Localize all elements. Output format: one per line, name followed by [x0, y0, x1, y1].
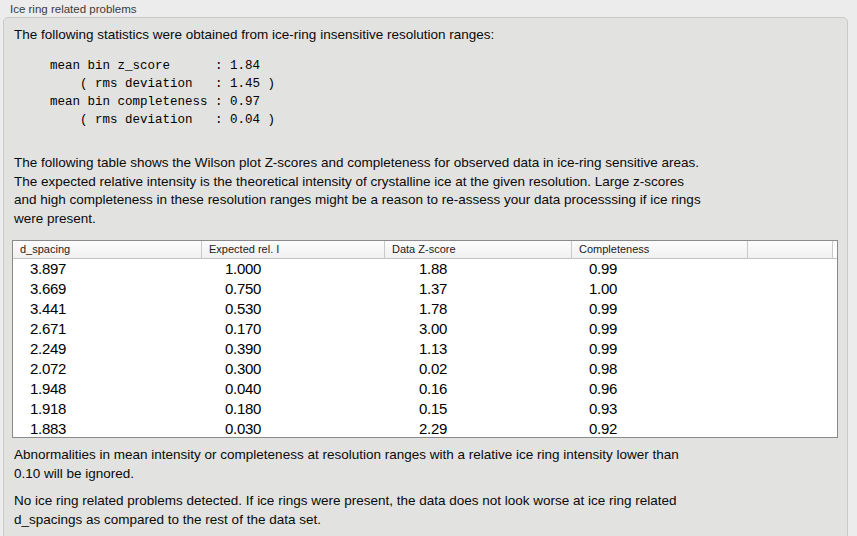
cell-empty: [748, 419, 833, 438]
ice-ring-table: d_spacing Expected rel. I Data Z-score C…: [12, 240, 838, 438]
table-row[interactable]: 1.883 0.030 2.29 0.92: [13, 419, 837, 438]
cell-completeness: 1.00: [572, 279, 748, 299]
cell-empty: [748, 279, 833, 299]
cell-filler: [833, 259, 837, 279]
cell-data-z-score: 1.13: [385, 339, 572, 359]
cell-data-z-score: 0.02: [385, 359, 572, 379]
cell-filler: [833, 379, 837, 399]
cell-d-spacing: 2.072: [13, 359, 202, 379]
table-row[interactable]: 3.441 0.530 1.78 0.99: [13, 299, 837, 319]
cell-completeness: 0.99: [572, 319, 748, 339]
cell-empty: [748, 259, 833, 279]
cell-completeness: 0.98: [572, 359, 748, 379]
conclusion-text: No ice ring related problems detected. I…: [14, 492, 677, 529]
table-row[interactable]: 1.918 0.180 0.15 0.93: [13, 399, 837, 419]
stats-block: mean bin z_score : 1.84 ( rms deviation …: [50, 57, 275, 129]
table-row[interactable]: 2.249 0.390 1.13 0.99: [13, 339, 837, 359]
table-row[interactable]: 1.948 0.040 0.16 0.96: [13, 379, 837, 399]
cell-data-z-score: 0.15: [385, 399, 572, 419]
cell-empty: [748, 379, 833, 399]
cell-filler: [833, 359, 837, 379]
cell-filler: [833, 319, 837, 339]
stats-intro-text: The following statistics were obtained f…: [14, 26, 494, 44]
column-header-data-z-score[interactable]: Data Z-score: [385, 241, 572, 258]
cell-data-z-score: 2.29: [385, 419, 572, 438]
cell-data-z-score: 3.00: [385, 319, 572, 339]
cell-expected-rel-i: 0.030: [202, 419, 385, 438]
cell-completeness: 0.93: [572, 399, 748, 419]
header-filler: [833, 241, 838, 258]
cell-d-spacing: 3.441: [13, 299, 202, 319]
cell-empty: [748, 359, 833, 379]
cell-d-spacing: 2.671: [13, 319, 202, 339]
cell-expected-rel-i: 0.180: [202, 399, 385, 419]
cell-filler: [833, 279, 837, 299]
cell-filler: [833, 399, 837, 419]
cell-d-spacing: 2.249: [13, 339, 202, 359]
cell-d-spacing: 3.897: [13, 259, 202, 279]
cell-filler: [833, 339, 837, 359]
cell-filler: [833, 299, 837, 319]
cell-expected-rel-i: 0.390: [202, 339, 385, 359]
cell-d-spacing: 1.918: [13, 399, 202, 419]
cell-expected-rel-i: 1.000: [202, 259, 385, 279]
footnote-text: Abnormalities in mean intensity or compl…: [14, 446, 679, 483]
table-row[interactable]: 3.669 0.750 1.37 1.00: [13, 279, 837, 299]
cell-data-z-score: 1.88: [385, 259, 572, 279]
column-header-expected-rel-i[interactable]: Expected rel. I: [202, 241, 385, 258]
cell-data-z-score: 1.37: [385, 279, 572, 299]
cell-empty: [748, 399, 833, 419]
table-row[interactable]: 2.671 0.170 3.00 0.99: [13, 319, 837, 339]
cell-expected-rel-i: 0.040: [202, 379, 385, 399]
column-header-empty[interactable]: [748, 241, 833, 258]
cell-expected-rel-i: 0.300: [202, 359, 385, 379]
table-row[interactable]: 3.897 1.000 1.88 0.99: [13, 259, 837, 279]
cell-expected-rel-i: 0.170: [202, 319, 385, 339]
table-header: d_spacing Expected rel. I Data Z-score C…: [13, 241, 837, 259]
cell-data-z-score: 1.78: [385, 299, 572, 319]
cell-completeness: 0.99: [572, 259, 748, 279]
table-body: 3.897 1.000 1.88 0.99 3.669 0.750 1.37 1…: [13, 259, 837, 438]
cell-completeness: 0.99: [572, 339, 748, 359]
cell-data-z-score: 0.16: [385, 379, 572, 399]
cell-empty: [748, 299, 833, 319]
cell-empty: [748, 339, 833, 359]
table-description: The following table shows the Wilson plo…: [14, 154, 701, 228]
cell-expected-rel-i: 0.530: [202, 299, 385, 319]
cell-filler: [833, 419, 837, 438]
cell-completeness: 0.92: [572, 419, 748, 438]
cell-d-spacing: 3.669: [13, 279, 202, 299]
cell-expected-rel-i: 0.750: [202, 279, 385, 299]
table-row[interactable]: 2.072 0.300 0.02 0.98: [13, 359, 837, 379]
group-title: Ice ring related problems: [10, 3, 137, 15]
cell-empty: [748, 319, 833, 339]
cell-d-spacing: 1.948: [13, 379, 202, 399]
cell-completeness: 0.96: [572, 379, 748, 399]
column-header-completeness[interactable]: Completeness: [572, 241, 748, 258]
column-header-d-spacing[interactable]: d_spacing: [13, 241, 202, 258]
cell-d-spacing: 1.883: [13, 419, 202, 438]
cell-completeness: 0.99: [572, 299, 748, 319]
